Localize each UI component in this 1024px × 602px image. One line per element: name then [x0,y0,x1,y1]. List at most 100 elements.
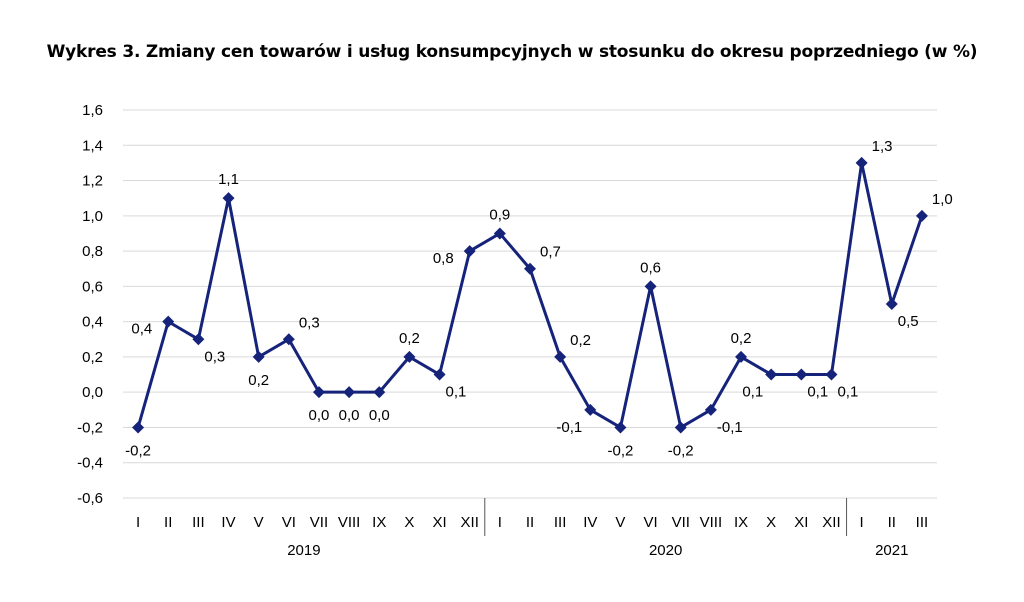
data-label: -0,1 [717,419,743,436]
data-label: 0,4 [131,321,152,338]
y-tick-label: 0,8 [82,243,103,260]
x-tick-label: III [192,514,205,531]
data-point [614,421,627,434]
data-label: -0,2 [125,442,151,459]
x-tick-label: III [554,514,567,531]
data-label: 0,5 [898,313,919,330]
data-point [855,156,868,169]
x-tick-label: XII [461,514,479,531]
axes [123,497,937,536]
data-label: 1,1 [218,171,239,188]
year-label: 2020 [649,542,682,559]
x-tick-label: XI [794,514,808,531]
y-tick-label: -0,6 [77,490,103,507]
x-tick-label: I [498,514,502,531]
x-tick-label: II [164,514,172,531]
data-point [132,421,145,434]
data-label: 0,1 [807,384,828,401]
data-label: 0,1 [446,384,467,401]
x-tick-label: IX [734,514,748,531]
data-point [222,192,235,205]
grid-lines [123,109,937,464]
data-point [674,421,687,434]
data-label: 1,0 [932,191,953,208]
y-tick-label: 0,0 [82,384,103,401]
data-point [162,315,175,328]
year-labels: 2019 2020 2021 [287,542,908,559]
y-tick-label: -0,2 [77,419,103,436]
year-label: 2019 [287,542,320,559]
data-label: 0,6 [640,259,661,276]
data-point [524,262,536,275]
data-labels: -0,2 0,4 0,3 1,1 0,2 0,3 0,0 0,0 0,0 0,2 0,1 0,8 0,9… [125,138,953,460]
x-tick-label: X [404,514,414,531]
x-tick-label: IV [583,514,597,531]
data-label: 0,7 [540,244,561,261]
data-point [312,386,325,399]
y-tick-label: 1,2 [82,173,103,190]
x-tick-label: VIII [700,514,723,531]
data-label: 0,0 [369,407,390,424]
data-point [463,245,476,258]
x-tick-label: X [766,514,776,531]
data-label: 0,2 [399,330,420,347]
x-tick-label: XI [432,514,446,531]
x-tick-label: VIII [338,514,361,531]
data-point [554,350,567,363]
data-label: -0,2 [608,442,634,459]
data-point [403,350,416,363]
y-tick-label: 1,0 [82,208,103,225]
data-point [433,368,446,381]
data-point [795,368,808,381]
chart-title: Wykres 3. Zmiany cen towarów i usług kon… [46,42,978,62]
x-tick-label: VI [643,514,657,531]
data-point [704,403,717,416]
data-point [765,368,778,381]
data-label: 0,8 [433,250,454,267]
data-point [915,209,928,222]
x-tick-label: III [916,514,929,531]
data-point [343,386,356,399]
y-tick-labels: -0,6 -0,4 -0,2 0,0 0,2 0,4 0,6 0,8 1,0 1,2 1,4 1,6 [77,102,103,507]
data-label: 0,0 [309,407,330,424]
x-tick-label: VII [672,514,690,531]
x-tick-label: VII [310,514,328,531]
data-label: 0,3 [299,314,320,331]
data-point [192,333,205,346]
data-label: 0,0 [339,407,360,424]
x-tick-label: V [254,514,264,531]
x-tick-label: XII [822,514,840,531]
y-tick-label: 1,6 [82,102,103,119]
y-tick-label: 0,4 [82,314,103,331]
x-tick-label: IX [372,514,386,531]
data-point [584,403,597,416]
data-point [825,368,838,381]
x-tick-label: II [888,514,896,531]
data-label: 1,3 [872,138,893,155]
data-point [644,280,657,293]
data-label: 0,3 [204,348,225,365]
x-tick-labels: I II III IV V VI VII VIII IX X XI XII I II III IV V VI VII… [136,514,928,531]
data-label: 0,2 [248,372,269,389]
data-label: 0,2 [570,332,591,349]
y-tick-label: -0,4 [77,455,103,472]
data-point [373,386,386,399]
data-point [282,333,295,346]
year-label: 2021 [875,542,908,559]
y-tick-label: 1,4 [82,137,103,154]
y-tick-label: 0,2 [82,349,103,366]
data-label: -0,2 [668,442,694,459]
data-label: 0,9 [489,206,510,223]
x-tick-label: I [136,514,140,531]
data-label: -0,1 [556,419,582,436]
data-label: 0,1 [837,384,858,401]
data-point [885,298,898,310]
data-markers [132,156,928,434]
x-tick-label: II [526,514,534,531]
data-label: 0,2 [731,330,752,347]
x-tick-label: IV [221,514,235,531]
data-point [493,227,506,240]
data-label: 0,1 [742,384,763,401]
x-tick-label: V [615,514,625,531]
